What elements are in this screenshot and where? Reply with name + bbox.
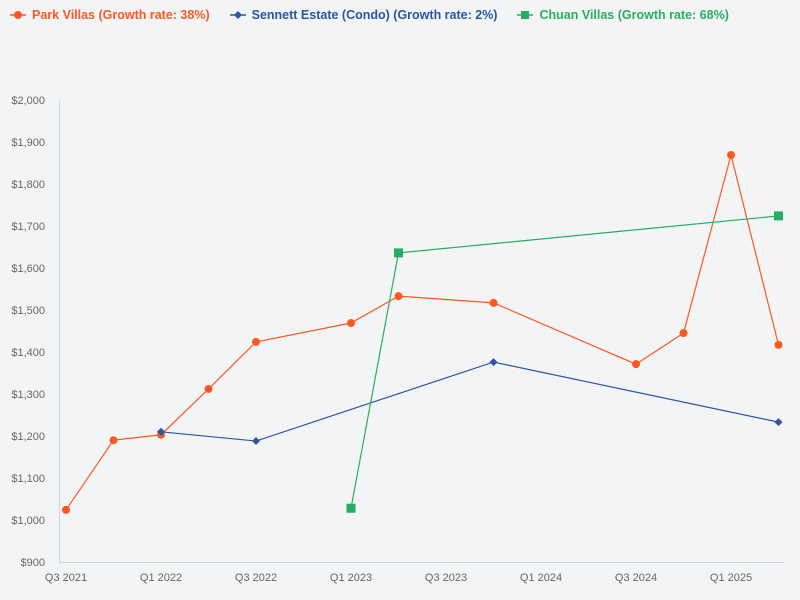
data-point-square[interactable] — [774, 211, 783, 221]
series-line — [65, 152, 780, 511]
data-point-circle[interactable] — [252, 337, 260, 346]
data-point-diamond[interactable] — [489, 358, 498, 367]
data-point-diamond[interactable] — [157, 427, 165, 436]
legend-item-chuan-villas[interactable]: Chuan Villas (Growth rate: 68%) — [517, 8, 729, 22]
y-tick-label: $1,700 — [11, 221, 45, 233]
x-tick-label: Q1 2022 — [140, 572, 182, 584]
square-marker-icon — [517, 11, 534, 19]
y-tick-label: $1,600 — [11, 263, 45, 275]
data-point-circle[interactable] — [679, 329, 688, 338]
data-point-square[interactable] — [394, 248, 403, 258]
x-axis: Q3 2021 Q1 2022 Q3 2022 Q1 2023 Q3 2023 Q1 20… — [45, 572, 752, 584]
data-point-circle[interactable] — [632, 360, 640, 369]
diamond-marker-icon — [229, 11, 246, 19]
y-tick-label: $1,200 — [11, 431, 45, 443]
series-lines — [65, 152, 780, 511]
y-tick-label: $1,100 — [11, 473, 45, 485]
data-point-square[interactable] — [346, 503, 356, 513]
data-point-circle[interactable] — [347, 319, 355, 328]
x-tick-label: Q1 2024 — [520, 572, 562, 584]
data-point-circle[interactable] — [489, 298, 498, 307]
y-tick-label: $2,000 — [11, 95, 45, 107]
y-tick-label: $1,800 — [11, 179, 45, 191]
y-tick-label: $1,000 — [11, 515, 45, 527]
y-tick-label: $900 — [21, 557, 45, 569]
data-point-circle[interactable] — [727, 151, 735, 160]
data-point-circle[interactable] — [204, 384, 213, 393]
data-point-circle[interactable] — [394, 292, 403, 301]
x-tick-label: Q3 2023 — [425, 572, 467, 584]
x-tick-label: Q1 2023 — [330, 572, 372, 584]
legend-label: Chuan Villas (Growth rate: 68%) — [539, 8, 729, 22]
data-point-diamond[interactable] — [774, 418, 783, 427]
x-tick-label: Q1 2025 — [710, 572, 752, 584]
legend-item-park-villas[interactable]: Park Villas (Growth rate: 38%) — [10, 8, 210, 22]
circle-marker-icon — [10, 11, 26, 19]
y-tick-label: $1,300 — [11, 389, 45, 401]
data-point-circle[interactable] — [109, 436, 118, 445]
series-line — [160, 361, 779, 442]
data-point-circle[interactable] — [62, 505, 70, 514]
data-point-circle[interactable] — [774, 340, 783, 349]
y-tick-label: $1,500 — [11, 305, 45, 317]
series-markers[interactable] — [62, 151, 783, 514]
y-tick-label: $1,400 — [11, 347, 45, 359]
legend-item-sennett-estate[interactable]: Sennett Estate (Condo) (Growth rate: 2%) — [229, 8, 498, 22]
x-tick-label: Q3 2021 — [45, 572, 87, 584]
y-axis: $900 $1,000 $1,100 $1,200 $1,300 $1,400 $1,500… — [11, 95, 45, 569]
x-tick-label: Q3 2024 — [615, 572, 657, 584]
legend-label: Sennett Estate (Condo) (Growth rate: 2%) — [251, 8, 498, 22]
series-line — [350, 215, 779, 509]
chart-legend: Park Villas (Growth rate: 38%) Sennett E… — [10, 8, 729, 22]
legend-label: Park Villas (Growth rate: 38%) — [32, 8, 210, 22]
data-point-diamond[interactable] — [252, 437, 260, 446]
x-tick-label: Q3 2022 — [235, 572, 277, 584]
y-tick-label: $1,900 — [11, 137, 45, 149]
